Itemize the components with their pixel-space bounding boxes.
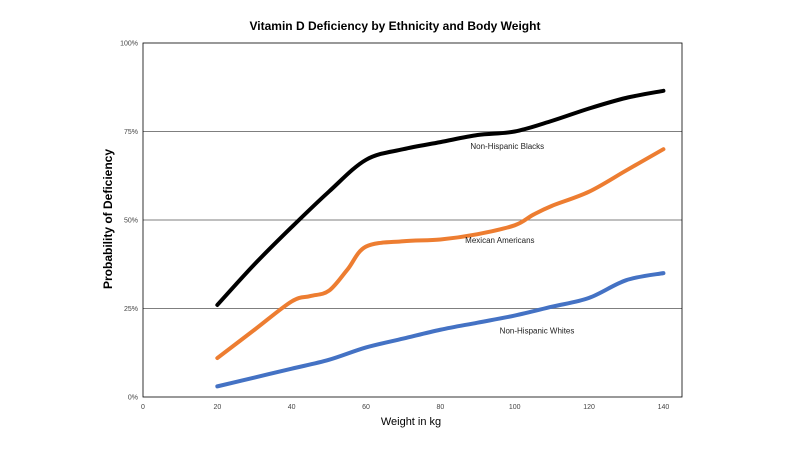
y-tick-label: 50% [124, 218, 138, 225]
x-tick-label: 140 [658, 404, 670, 411]
series-annotations: Non-Hispanic Blacks Mexican Americans Non-… [465, 142, 574, 335]
x-tick-label: 0 [141, 404, 145, 411]
series-line-mexican-americans [215, 147, 666, 361]
series-line-non-hispanic-whites [215, 271, 666, 389]
chart-title: Vitamin D Deficiency by Ethnicity and Bo… [250, 19, 541, 33]
plot-area-frame [142, 42, 683, 398]
grid-lines [143, 131, 682, 309]
x-tick-label: 120 [583, 404, 595, 411]
y-axis-label: Probability of Deficiency [101, 149, 115, 289]
series-annotation: Mexican Americans [465, 236, 534, 245]
series-lines [215, 88, 666, 389]
x-axis-label: Weight in kg [381, 416, 441, 428]
series-line-non-hispanic-blacks [215, 88, 666, 307]
x-tick-label: 100 [509, 404, 521, 411]
x-tick-label: 60 [362, 404, 370, 411]
y-tick-label: 75% [124, 129, 138, 136]
x-tick-label: 40 [288, 404, 296, 411]
series-annotation: Non-Hispanic Whites [500, 326, 575, 335]
axis-ticks: 0% 25% 50% 75% 100% 0 20 40 60 80 100 120 140 [120, 41, 669, 412]
y-tick-label: 25% [124, 306, 138, 313]
y-tick-label: 0% [128, 395, 138, 402]
series-annotation: Non-Hispanic Blacks [470, 142, 544, 151]
x-tick-label: 80 [436, 404, 444, 411]
x-tick-label: 20 [213, 404, 221, 411]
y-tick-label: 100% [120, 41, 138, 48]
